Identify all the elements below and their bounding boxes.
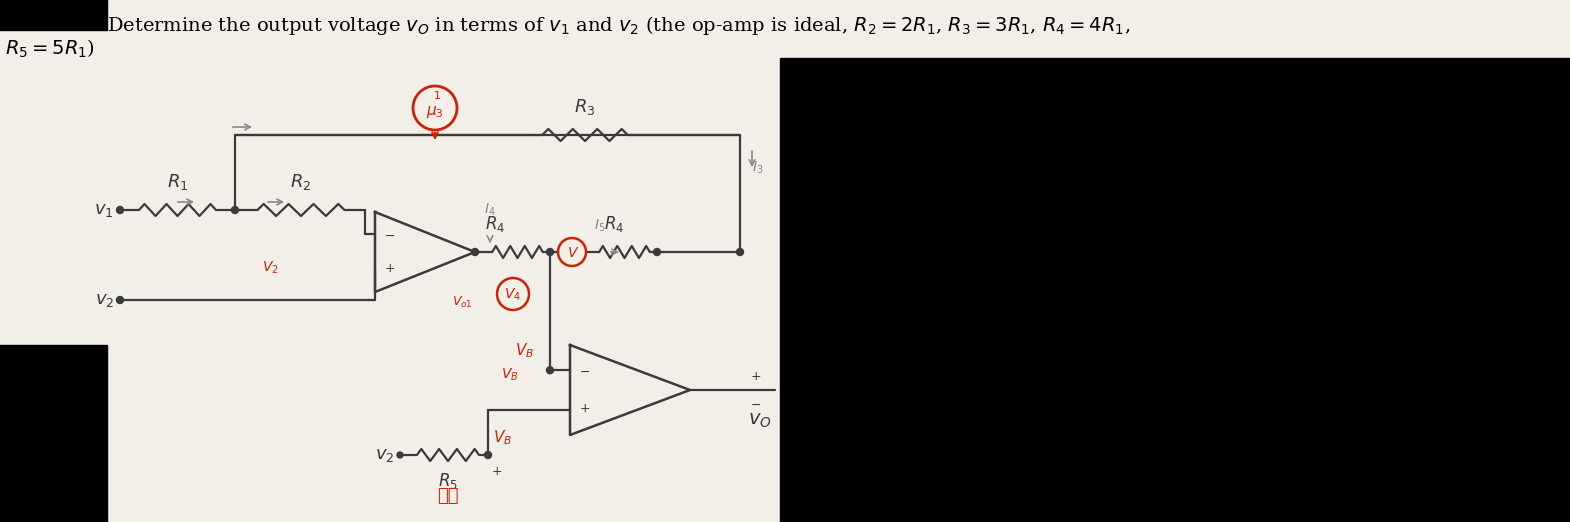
Text: $\mu_3$: $\mu_3$ (425, 104, 444, 120)
Text: Determine the output voltage $v_O$ in terms of $v_1$ and $v_2$ (the op-amp is id: Determine the output voltage $v_O$ in te… (107, 14, 1130, 37)
Text: $V_4$: $V_4$ (504, 287, 521, 303)
Bar (780, 58, 1570, 522)
Circle shape (736, 248, 744, 255)
Circle shape (116, 296, 124, 303)
Text: $V_B$: $V_B$ (515, 341, 534, 360)
Circle shape (653, 248, 661, 255)
Bar (0, 0, 107, 30)
Text: $v_2$: $v_2$ (375, 446, 394, 464)
Text: $V_B$: $V_B$ (501, 367, 518, 383)
Text: $R_5$: $R_5$ (438, 471, 458, 491)
Text: $+$: $+$ (579, 402, 590, 416)
Text: $V_2$: $V_2$ (262, 260, 278, 276)
Bar (0, 345, 107, 522)
Circle shape (546, 248, 554, 255)
Text: $v_O$: $v_O$ (749, 412, 772, 430)
Text: $+$: $+$ (385, 262, 396, 275)
Text: $R_4$: $R_4$ (485, 214, 506, 234)
Circle shape (397, 452, 403, 458)
Circle shape (471, 248, 479, 255)
Text: $-$: $-$ (385, 229, 396, 242)
Text: $R_5 = 5R_1$): $R_5 = 5R_1$) (5, 38, 94, 61)
Circle shape (231, 207, 239, 213)
Circle shape (116, 207, 124, 213)
Text: $V$: $V$ (567, 246, 579, 260)
Text: $v_1$: $v_1$ (94, 201, 115, 219)
Text: 有限: 有限 (438, 487, 458, 505)
Text: $V_{o1}$: $V_{o1}$ (452, 294, 473, 310)
Text: $V_B$: $V_B$ (493, 428, 512, 447)
Text: $-$: $-$ (750, 397, 761, 410)
Circle shape (546, 366, 554, 374)
Text: $I_5$: $I_5$ (593, 218, 606, 234)
Text: 1: 1 (433, 91, 441, 101)
Text: $+$: $+$ (750, 370, 761, 383)
Text: $v_2$: $v_2$ (94, 291, 115, 309)
Text: $I_4$: $I_4$ (484, 201, 496, 218)
Text: $I_3$: $I_3$ (752, 160, 763, 176)
Text: $R_1$: $R_1$ (166, 172, 188, 192)
Text: $-$: $-$ (579, 365, 590, 378)
Text: $R_4$: $R_4$ (604, 214, 625, 234)
Text: $R_3$: $R_3$ (575, 97, 595, 117)
Text: $+$: $+$ (491, 465, 502, 478)
Text: $R_2$: $R_2$ (290, 172, 311, 192)
Circle shape (485, 452, 491, 458)
